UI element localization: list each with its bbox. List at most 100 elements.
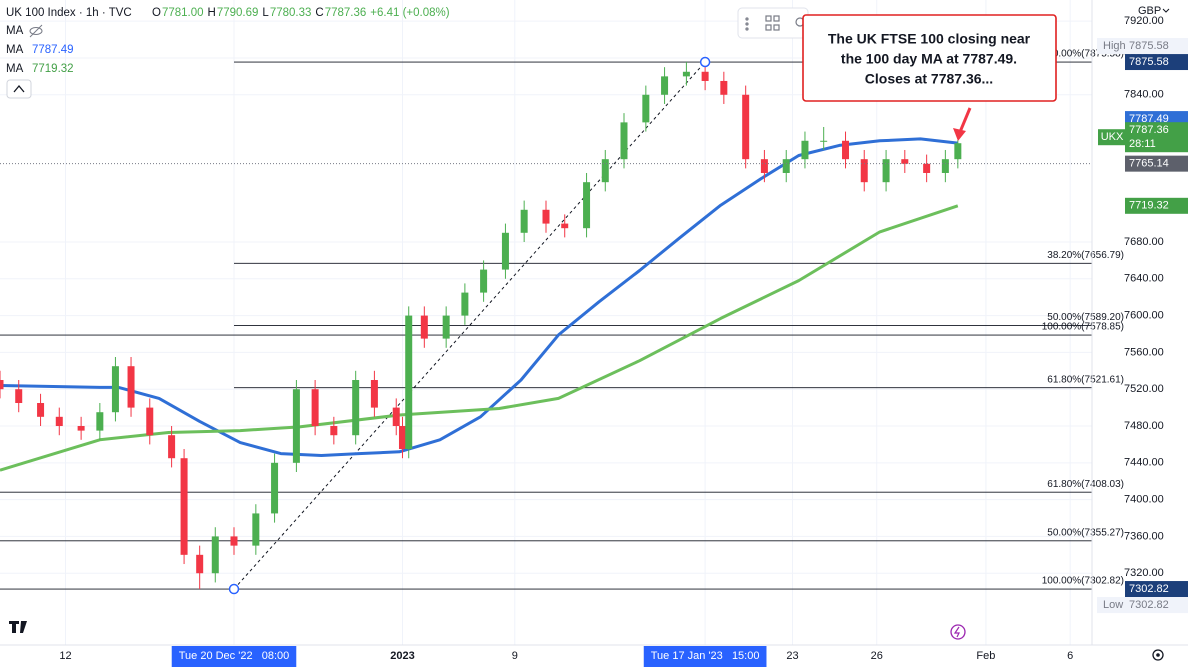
axes: 7320.00 7360.00 7400.00 7440.00 7480.00 7520.… — [59, 15, 1188, 667]
ohlc-key: L — [262, 7, 269, 19]
fib-label: 100.00%(7578.85) — [1042, 322, 1124, 333]
candle-body — [542, 209, 550, 224]
drag-handle[interactable] — [745, 17, 749, 21]
extreme-value: 7875.58 — [1129, 40, 1169, 52]
annotation-box — [802, 14, 1057, 102]
x-tick-label: 26 — [871, 650, 883, 662]
candle-body — [370, 380, 378, 408]
indicator-value: 7787.49 — [32, 44, 74, 56]
indicator-name: MA — [6, 63, 24, 75]
fib-label: 50.00%(7589.20) — [1047, 312, 1124, 323]
candle-body — [127, 366, 135, 408]
candle-body — [55, 416, 63, 427]
candle-body — [661, 76, 669, 95]
ohlc-key: C — [315, 7, 323, 19]
currency: GBP — [1138, 5, 1161, 17]
candle-body — [96, 412, 104, 431]
price-tag — [1125, 54, 1188, 71]
x-tick-label: 6 — [1067, 650, 1073, 662]
candle-body — [37, 403, 45, 417]
object-tree-icon[interactable] — [765, 15, 772, 22]
object-tree-icon — [773, 24, 780, 31]
y-tick-label: 7840.00 — [1124, 89, 1164, 101]
price-tag-value: 7787.36 — [1129, 124, 1169, 136]
extreme-tag — [1097, 38, 1188, 55]
annotation-line: Closes at 7787.36... — [865, 71, 993, 87]
fib-label: 50.00%(7355.27) — [1047, 527, 1124, 538]
visibility-icon-strike — [29, 24, 43, 38]
settings-gear-center — [1156, 653, 1160, 657]
ohlc-legend: O 7781.00 H 7790.69 L 7780.33 C 7787.36 +6.41 (+… — [152, 7, 450, 19]
candle-body — [0, 380, 4, 390]
candle-body — [196, 554, 204, 574]
y-tick-label: 7680.00 — [1124, 236, 1164, 248]
candle-body — [742, 94, 750, 160]
x-crosshair-tag: Tue 20 Dec '22 08:00 — [171, 646, 297, 667]
candle-body — [801, 140, 809, 160]
price-tag-value: 7765.14 — [1129, 158, 1169, 170]
fib-label: 61.80%(7521.61) — [1047, 374, 1124, 385]
symbol-tag-label: UKX — [1101, 131, 1124, 143]
extreme-tag — [1097, 597, 1188, 614]
candle-body — [252, 513, 260, 546]
candle-body — [405, 315, 413, 450]
candle-body — [760, 159, 768, 173]
object-tree-icon — [773, 15, 780, 22]
x-tick-label: 2023 — [390, 650, 414, 662]
annotation-arrow — [958, 107, 972, 133]
price-tag-countdown: 28:11 — [1129, 138, 1156, 150]
y-tick-label: 7560.00 — [1124, 346, 1164, 358]
candle-body — [842, 140, 850, 160]
drag-handle — [745, 22, 749, 26]
ohlc-change: +6.41 (+0.08%) — [370, 7, 449, 19]
candle-body — [77, 426, 85, 431]
visibility-icon[interactable] — [29, 27, 43, 35]
candle-body — [820, 140, 828, 142]
object-tree-icon — [765, 24, 772, 31]
candle-body — [860, 159, 868, 183]
trend-anchor — [699, 56, 711, 68]
indicator-name: MA — [6, 25, 24, 37]
candle-body — [330, 426, 338, 436]
candle-body — [782, 159, 790, 173]
candle-body — [392, 407, 400, 427]
ohlc-value: 7790.69 — [217, 7, 259, 19]
candle-body — [398, 426, 406, 450]
price-tag — [1125, 155, 1188, 172]
ohlc-value: 7787.36 — [325, 7, 367, 19]
fib-label: 61.80%(7408.03) — [1047, 479, 1124, 490]
collapse-button[interactable] — [6, 79, 32, 99]
candle-body — [520, 209, 528, 233]
candle-body — [480, 269, 488, 293]
x-tick-label: 9 — [512, 650, 518, 662]
candle-body — [682, 71, 690, 77]
y-tick-label: 7920.00 — [1124, 15, 1164, 27]
x-tag-bg — [643, 646, 767, 667]
ohlc-key: H — [208, 7, 216, 19]
currency-dropdown[interactable] — [1162, 8, 1170, 13]
candle-body — [642, 94, 650, 123]
candle-body — [882, 159, 890, 183]
y-tick-label: 7440.00 — [1124, 457, 1164, 469]
price-tag-value: 7875.58 — [1129, 56, 1169, 68]
candle-body — [701, 71, 709, 81]
candle-body — [230, 536, 238, 546]
extreme-name: High — [1103, 40, 1126, 52]
tv-logo[interactable] — [9, 621, 27, 633]
annotation-arrowhead — [953, 128, 966, 141]
price-tag-value: 7787.49 — [1129, 113, 1169, 125]
price-tag-value: 7302.82 — [1129, 583, 1169, 595]
candle-body — [420, 315, 428, 339]
candle-body — [311, 389, 319, 427]
x-tick-label: 23 — [786, 650, 798, 662]
x-tick-label: 12 — [59, 650, 71, 662]
settings-gear[interactable] — [1152, 649, 1164, 661]
ohlc-value: 7781.00 — [162, 7, 204, 19]
candle-body — [442, 315, 450, 339]
price-tag — [1125, 197, 1188, 214]
events-icon[interactable] — [950, 624, 966, 640]
indicator-name: MA — [6, 44, 24, 56]
candle-body — [583, 182, 591, 229]
